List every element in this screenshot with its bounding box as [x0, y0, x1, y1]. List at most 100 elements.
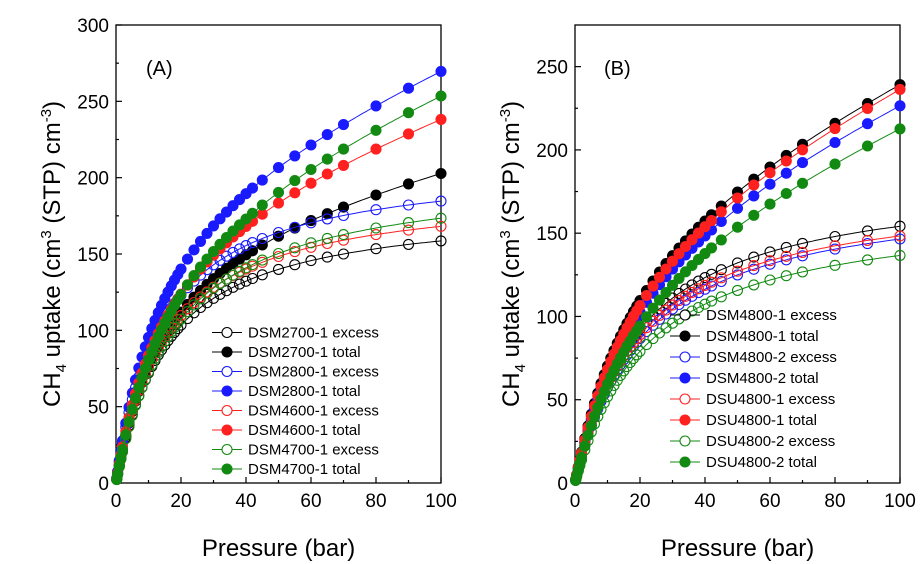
- data-point: [829, 259, 841, 271]
- data-point: [640, 339, 653, 351]
- data-point: [256, 208, 268, 220]
- x-tick-label: 0: [570, 491, 581, 512]
- data-point: [227, 246, 239, 258]
- data-point: [780, 187, 792, 200]
- y-axis-title-part: ): [498, 101, 525, 109]
- data-point: [647, 302, 659, 314]
- legend-item: DSU4800-1 excess: [670, 391, 835, 408]
- data-point: [692, 301, 705, 314]
- data-point: [692, 227, 705, 239]
- data-point: [692, 283, 705, 295]
- legend-label: DSU4800-2 total: [706, 454, 817, 471]
- data-point: [370, 243, 382, 255]
- y-axis-title-part: ): [39, 101, 66, 109]
- x-tick-label: 60: [300, 491, 321, 512]
- data-point: [748, 279, 760, 291]
- data-point: [660, 286, 672, 299]
- data-point: [829, 243, 841, 255]
- series-curve: [115, 217, 442, 484]
- data-point: [715, 272, 727, 284]
- data-point: [435, 167, 447, 180]
- data-point: [305, 237, 317, 249]
- data-point: [796, 157, 809, 169]
- legend-label: DSM2700-1 total: [248, 344, 361, 361]
- legend-label: DSM4600-1 excess: [248, 403, 379, 420]
- data-point: [337, 209, 350, 222]
- x-tick-label: 40: [694, 491, 715, 512]
- data-point: [715, 206, 727, 218]
- data-point: [402, 217, 415, 229]
- legend-label: DSU4800-1 total: [706, 412, 817, 429]
- data-point: [246, 272, 259, 285]
- series-curve: [574, 254, 901, 484]
- legend-item: DSM4800-1 excess: [670, 307, 837, 324]
- data-point: [321, 213, 333, 225]
- data-point: [686, 290, 698, 302]
- legend-marker: [221, 463, 233, 475]
- data-point: [796, 237, 809, 249]
- data-point: [686, 234, 698, 246]
- data-point: [272, 197, 285, 209]
- data-point: [796, 177, 809, 189]
- data-point: [220, 232, 233, 244]
- data-point: [666, 255, 679, 267]
- y-tick-label: 0: [98, 474, 109, 495]
- data-point: [337, 229, 350, 241]
- data-point: [731, 192, 744, 204]
- data-point: [337, 159, 350, 171]
- data-point: [666, 279, 679, 291]
- data-point: [289, 175, 301, 187]
- data-point: [227, 281, 239, 293]
- data-point: [861, 238, 874, 250]
- data-point: [764, 255, 776, 267]
- data-point: [715, 234, 727, 246]
- data-point: [585, 420, 597, 432]
- x-tick-label: 80: [365, 491, 386, 512]
- data-point: [575, 451, 588, 464]
- y-tick-label: 150: [77, 245, 109, 266]
- legend-marker: [221, 365, 233, 378]
- legend-label: DSM4600-1 total: [248, 422, 361, 439]
- data-point: [246, 207, 259, 219]
- data-point: [435, 65, 447, 77]
- x-tick-label: 40: [235, 491, 256, 512]
- data-point: [715, 291, 727, 303]
- data-point: [337, 234, 350, 246]
- data-point: [321, 251, 333, 263]
- data-point: [402, 178, 415, 190]
- legend-label: DSM4700-1 total: [248, 461, 361, 478]
- legend-marker: [221, 346, 233, 358]
- data-point: [370, 100, 382, 112]
- y-axis-title-part: CH: [498, 372, 525, 407]
- legend-marker: [221, 385, 233, 397]
- data-point: [829, 136, 841, 149]
- data-point: [861, 140, 874, 152]
- data-point: [715, 264, 727, 276]
- data-point: [673, 248, 685, 260]
- data-point: [246, 237, 259, 249]
- data-point: [731, 284, 744, 296]
- legend-marker: [679, 372, 691, 384]
- y-axis-title-part: 4: [53, 364, 70, 372]
- data-point: [305, 255, 317, 267]
- data-point: [829, 230, 841, 243]
- data-point: [240, 240, 252, 252]
- data-point: [748, 209, 760, 221]
- data-point: [748, 179, 760, 191]
- data-point: [705, 242, 718, 254]
- legend-label: DSM2700-1 excess: [248, 325, 379, 342]
- y-axis-title-part: 3: [497, 230, 514, 238]
- data-point: [647, 333, 659, 345]
- data-point: [634, 345, 646, 357]
- data-point: [435, 212, 447, 224]
- data-point: [861, 254, 874, 266]
- legend-marker: [679, 414, 691, 426]
- data-point: [634, 320, 646, 332]
- y-tick-label: 100: [77, 321, 109, 342]
- data-point: [188, 299, 200, 311]
- legend-item: DSM2700-1 excess: [212, 325, 379, 342]
- legend-marker: [679, 435, 691, 447]
- data-point: [647, 280, 659, 292]
- y-tick-label: 250: [77, 92, 109, 113]
